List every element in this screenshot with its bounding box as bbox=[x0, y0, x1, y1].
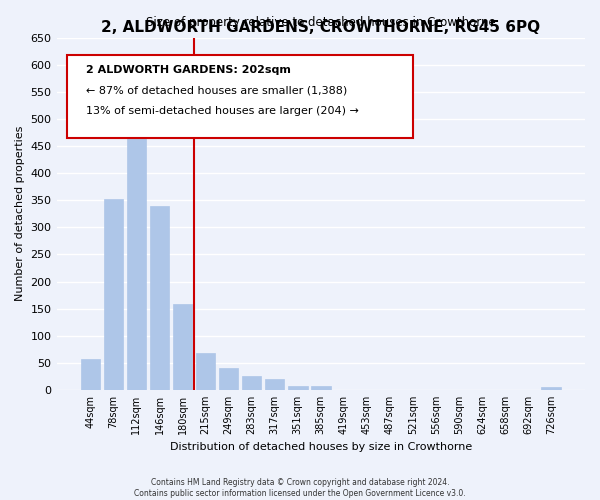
Text: Size of property relative to detached houses in Crowthorne: Size of property relative to detached ho… bbox=[146, 16, 496, 29]
Bar bbox=[104, 198, 123, 390]
Bar bbox=[196, 352, 215, 390]
FancyBboxPatch shape bbox=[67, 55, 413, 138]
Title: 2, ALDWORTH GARDENS, CROWTHORNE, RG45 6PQ: 2, ALDWORTH GARDENS, CROWTHORNE, RG45 6P… bbox=[101, 20, 541, 35]
Bar bbox=[265, 379, 284, 390]
Bar bbox=[541, 387, 561, 390]
X-axis label: Distribution of detached houses by size in Crowthorne: Distribution of detached houses by size … bbox=[170, 442, 472, 452]
Bar bbox=[127, 96, 146, 390]
Text: ← 87% of detached houses are smaller (1,388): ← 87% of detached houses are smaller (1,… bbox=[86, 85, 347, 95]
Bar bbox=[242, 376, 262, 390]
Bar bbox=[173, 304, 193, 390]
Text: 2 ALDWORTH GARDENS: 202sqm: 2 ALDWORTH GARDENS: 202sqm bbox=[86, 65, 290, 75]
Bar bbox=[288, 386, 308, 390]
Bar bbox=[219, 368, 238, 390]
Text: 13% of semi-detached houses are larger (204) →: 13% of semi-detached houses are larger (… bbox=[86, 106, 358, 117]
Bar bbox=[149, 206, 169, 390]
Text: Contains HM Land Registry data © Crown copyright and database right 2024.
Contai: Contains HM Land Registry data © Crown c… bbox=[134, 478, 466, 498]
Y-axis label: Number of detached properties: Number of detached properties bbox=[15, 126, 25, 302]
Bar bbox=[80, 359, 100, 390]
Bar bbox=[311, 386, 331, 390]
